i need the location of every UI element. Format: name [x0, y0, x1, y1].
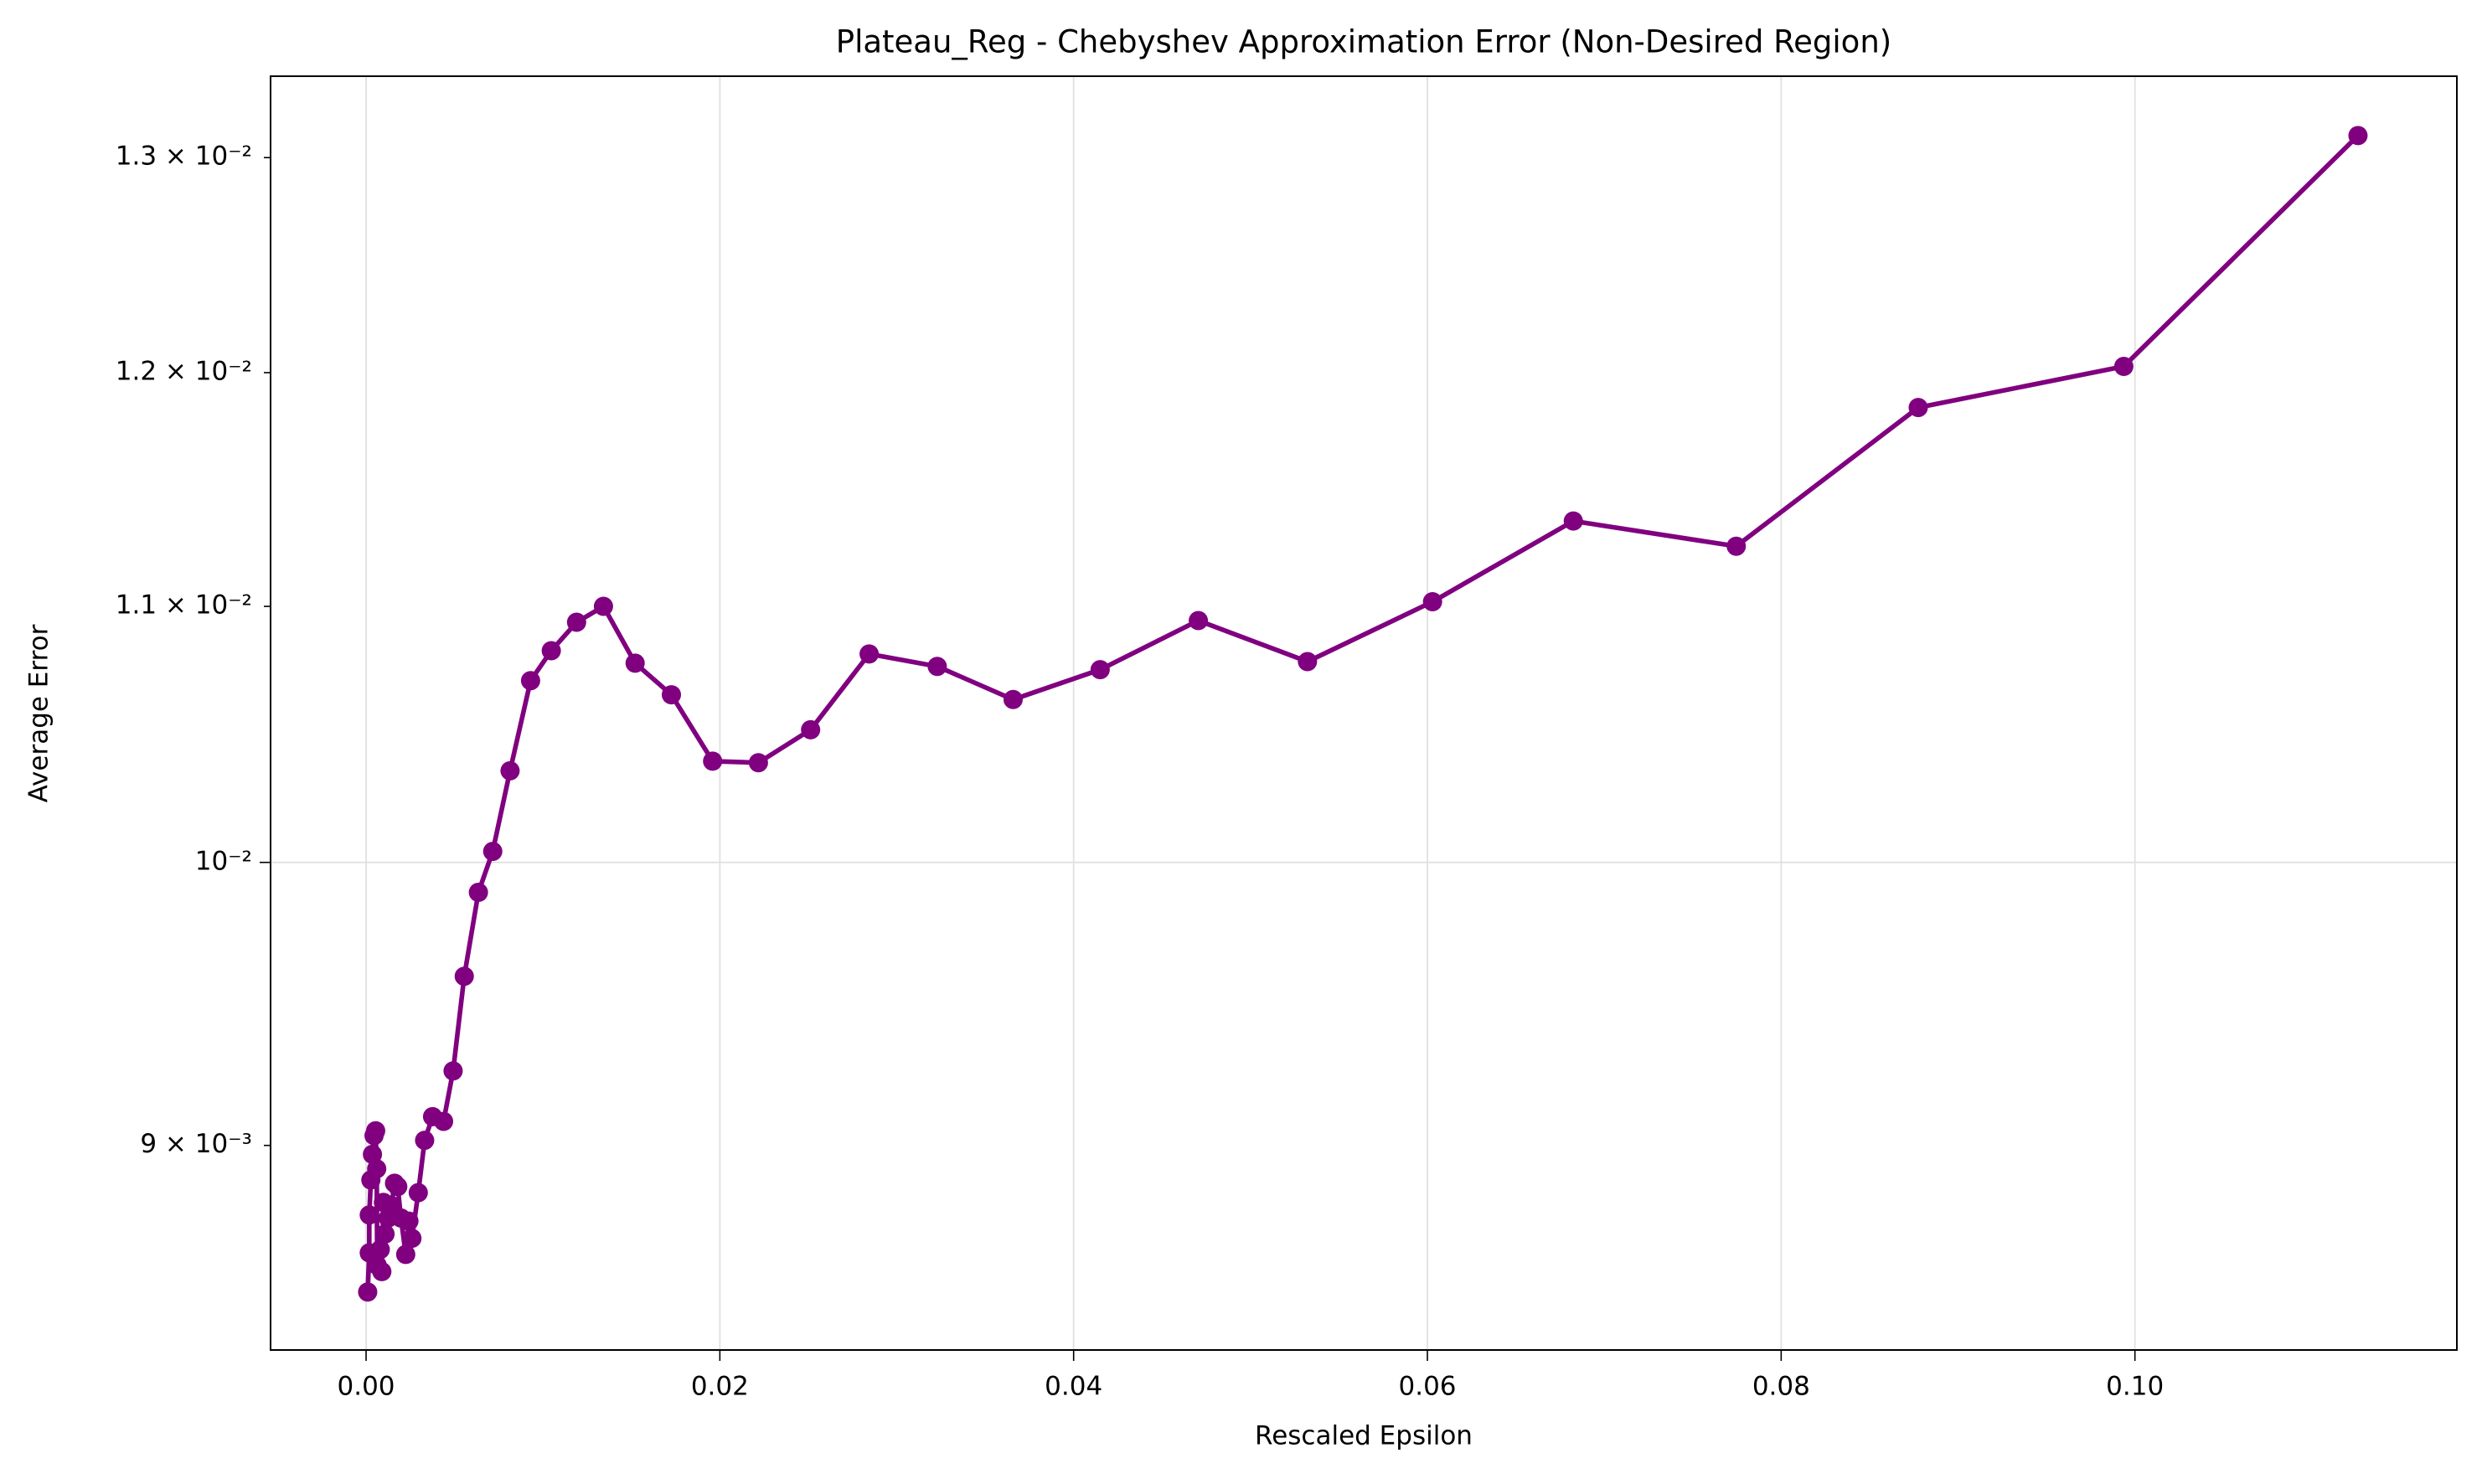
data-point [1189, 611, 1209, 631]
data-point [468, 883, 488, 903]
data-point [801, 719, 821, 739]
data-point [625, 653, 645, 673]
y-tick-label: 9 × 10⁻³ [140, 1129, 252, 1159]
x-tick-label: 0.02 [691, 1372, 749, 1402]
data-point [662, 685, 681, 705]
data-point [541, 641, 561, 661]
data-point [1726, 536, 1747, 556]
data-point [399, 1211, 419, 1231]
x-tick-label: 0.08 [1752, 1372, 1810, 1402]
data-point [500, 760, 520, 781]
y-tick-label: 1.1 × 10⁻² [116, 590, 252, 621]
data-point [520, 671, 540, 691]
data-point [402, 1229, 422, 1249]
data-point [482, 842, 503, 862]
data-point [443, 1061, 463, 1081]
data-point [434, 1111, 454, 1131]
data-point [358, 1282, 378, 1302]
data-point [388, 1177, 408, 1197]
data-point [365, 1121, 385, 1141]
data-point [408, 1183, 428, 1203]
data-point [1090, 660, 1110, 680]
data-point [1908, 398, 1928, 418]
x-tick-label: 0.04 [1045, 1372, 1102, 1402]
data-point [395, 1244, 415, 1265]
y-tick-label: 1.3 × 10⁻² [116, 142, 252, 172]
data-point [1563, 511, 1583, 531]
data-point [748, 753, 768, 773]
data-point [927, 657, 947, 677]
data-point [1003, 689, 1023, 709]
data-point [859, 644, 880, 664]
y-axis-label: Average Error [24, 624, 54, 802]
data-point [370, 1239, 390, 1260]
data-point [593, 596, 613, 616]
data-point [367, 1159, 387, 1179]
plot-frame [270, 75, 2458, 1351]
data-point [566, 612, 586, 632]
data-point [372, 1261, 392, 1281]
data-point [1422, 592, 1442, 612]
x-tick-label: 0.10 [2106, 1372, 2164, 1402]
y-tick-label: 10⁻² [195, 846, 252, 876]
data-point [2113, 356, 2134, 376]
data-point [454, 966, 474, 987]
data-point [375, 1224, 395, 1244]
data-point [2348, 126, 2368, 146]
data-point [359, 1205, 379, 1225]
y-tick-label: 1.2 × 10⁻² [116, 356, 252, 386]
data-point [415, 1131, 435, 1151]
x-tick-label: 0.00 [338, 1372, 395, 1402]
x-axis-label: Rescaled Epsilon [1255, 1421, 1473, 1451]
data-point [1298, 652, 1318, 672]
x-tick-label: 0.06 [1399, 1372, 1457, 1402]
chart-title: Plateau_Reg - Chebyshev Approximation Er… [836, 24, 1891, 60]
data-point [703, 751, 723, 771]
